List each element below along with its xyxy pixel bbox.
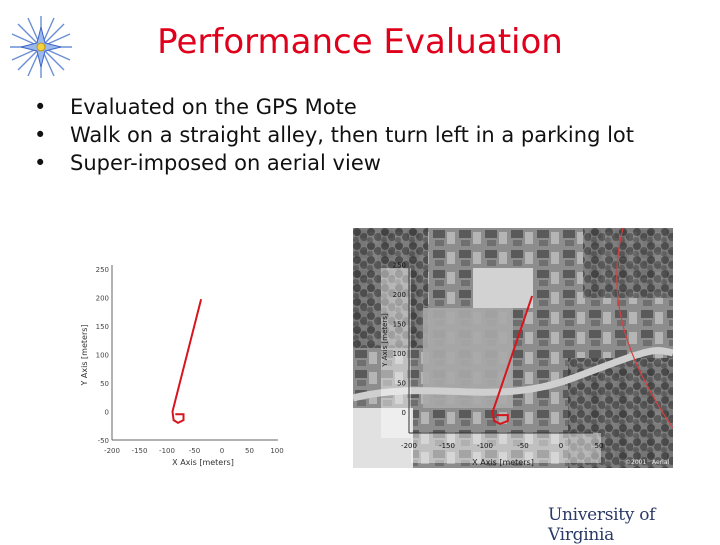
- y-tick-label: 250: [393, 262, 406, 270]
- y-tick-label: 50: [100, 380, 109, 388]
- x-tick-label: -50: [517, 442, 528, 450]
- x-tick-label: -150: [439, 442, 455, 450]
- bullet-list: Evaluated on the GPS Mote Walk on a stra…: [32, 94, 672, 178]
- y-tick-label: 100: [96, 352, 109, 360]
- y-tick-label: -50: [98, 437, 109, 445]
- x-tick-label: -150: [132, 447, 148, 455]
- aerial-overlay-image: 0 50 100 150 200 250 -200 -150 -100 -50 0 50 Y Axi…: [353, 228, 673, 468]
- axis-panel: [381, 268, 411, 438]
- y-tick-label: 250: [96, 266, 109, 274]
- y-tick-label: 50: [397, 380, 406, 388]
- x-tick-label: -100: [477, 442, 493, 450]
- x-axis-label: X Axis [meters]: [472, 458, 534, 467]
- x-tick-label: -200: [401, 442, 417, 450]
- bullet-item: Evaluated on the GPS Mote: [32, 94, 672, 120]
- x-tick-label: 0: [220, 447, 224, 455]
- gps-track-line: [171, 298, 203, 425]
- x-tick-label: 50: [245, 447, 254, 455]
- building: [353, 408, 413, 468]
- x-tick-label: -50: [189, 447, 200, 455]
- bullet-item: Walk on a straight alley, then turn left…: [32, 122, 672, 148]
- y-tick-label: 200: [96, 295, 109, 303]
- x-tick-label: 0: [559, 442, 563, 450]
- y-tick-label: 100: [393, 350, 406, 358]
- y-axis-label: Y Axis [meters]: [80, 324, 89, 386]
- gps-track-overlay: [491, 295, 534, 425]
- x-tick-label: -200: [104, 447, 120, 455]
- image-watermark: ©2001 · Aerial: [625, 459, 669, 466]
- x-tick-labels: -200 -150 -100 -50 0 50 100: [104, 447, 284, 455]
- tree-area: [583, 228, 673, 298]
- y-tick-label: 0: [402, 409, 406, 417]
- y-tick-label: 200: [393, 291, 406, 299]
- y-tick-labels: -50 0 50 100 150 200 250: [96, 266, 109, 445]
- tree-area: [353, 228, 428, 348]
- y-tick-label: 0: [105, 409, 109, 417]
- x-axis-label: X Axis [meters]: [172, 458, 234, 467]
- compass-star-icon: [10, 16, 72, 78]
- y-axis-label: Y Axis [meters]: [381, 313, 389, 368]
- x-tick-label: 50: [595, 442, 604, 450]
- bullet-item: Super-imposed on aerial view: [32, 150, 672, 176]
- trajectory-plot: -50 0 50 100 150 200 250 -200 -150 -100 -50 0 50 100…: [80, 265, 284, 467]
- road: [616, 228, 673, 429]
- x-tick-labels: -200 -150 -100 -50 0 50: [401, 442, 603, 450]
- y-tick-labels: 0 50 100 150 200 250: [393, 262, 406, 418]
- axis-panel: [411, 433, 601, 463]
- x-tick-label: -100: [159, 447, 175, 455]
- y-tick-label: 150: [96, 323, 109, 331]
- y-tick-label: 150: [393, 321, 406, 329]
- university-logo: University of Virginia: [548, 505, 656, 545]
- slide-title: Performance Evaluation: [157, 22, 563, 62]
- x-tick-label: 100: [270, 447, 283, 455]
- road: [353, 347, 673, 402]
- building: [473, 268, 533, 308]
